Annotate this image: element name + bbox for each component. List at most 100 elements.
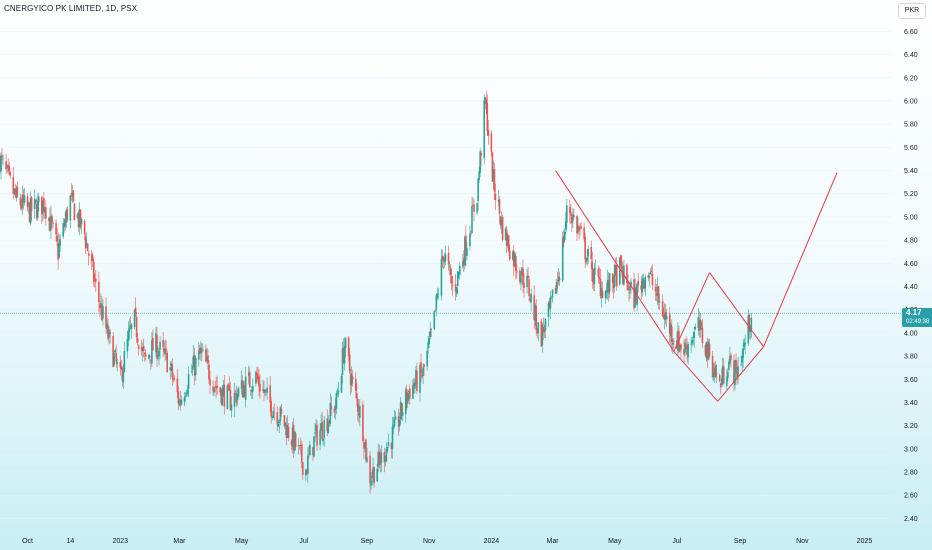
candle-body <box>45 207 47 219</box>
candle-body <box>256 372 258 378</box>
candle-body <box>280 408 283 414</box>
candle-body <box>587 249 590 257</box>
candle-body <box>135 316 138 338</box>
candle-body <box>613 265 616 287</box>
candle-body <box>605 290 608 293</box>
candle-body <box>478 171 480 180</box>
candle-body <box>292 424 295 451</box>
candle-body <box>630 281 632 286</box>
candle-body <box>397 416 400 427</box>
candle-body <box>523 282 525 289</box>
candle-body <box>442 256 445 261</box>
candle-body <box>636 283 638 306</box>
candle-body <box>109 332 111 334</box>
candle-body <box>76 214 79 218</box>
candle-body <box>590 246 593 260</box>
candle-body <box>221 387 224 405</box>
pattern-trendline[interactable] <box>763 172 838 347</box>
candle-body <box>704 345 707 356</box>
candle-body <box>363 442 365 449</box>
candle-body <box>43 197 45 212</box>
candle-body <box>233 392 236 407</box>
candle-body <box>216 385 218 389</box>
candle-body <box>371 476 373 479</box>
pattern-trendline[interactable] <box>673 272 710 352</box>
candle-body <box>701 327 704 344</box>
pattern-trendline[interactable] <box>709 272 764 348</box>
candle-body <box>477 178 479 202</box>
time-axis[interactable]: Oct 14 2023 Mar May Jul Sep Nov 2024 Mar May Jul Sep… <box>22 538 872 545</box>
candle-body <box>366 457 368 462</box>
candle-body <box>272 411 275 419</box>
candle-body <box>329 402 332 424</box>
candle-body <box>63 224 66 227</box>
candle-body <box>519 270 521 282</box>
candle-body <box>573 215 575 217</box>
pattern-trendline[interactable] <box>555 170 675 352</box>
candle-body <box>543 330 546 333</box>
candle-body <box>2 158 4 160</box>
candle-body <box>434 310 437 312</box>
candle-body <box>105 306 107 328</box>
candle-body <box>44 208 46 214</box>
candle-body <box>248 371 251 388</box>
candle-body <box>78 209 81 228</box>
y-tick-label: 6.60 <box>904 29 918 36</box>
y-tick-label: 6.20 <box>904 75 918 82</box>
candle-body <box>508 250 511 260</box>
candle-body <box>277 423 280 427</box>
candle-body <box>370 480 372 486</box>
candle-body <box>484 97 487 100</box>
candle-body <box>347 337 350 357</box>
candle-body <box>180 399 183 405</box>
candle-body <box>711 355 714 378</box>
y-tick-label: 6.40 <box>904 52 918 59</box>
candle-body <box>177 391 180 404</box>
candle-body <box>333 408 336 413</box>
candle-body <box>362 404 364 441</box>
candle-body <box>197 350 200 360</box>
candle-body <box>102 306 104 319</box>
candle-body <box>234 391 237 393</box>
candle-body <box>672 342 674 345</box>
x-tick-label: 2025 <box>857 538 873 545</box>
candle-body <box>242 386 245 396</box>
candle-body <box>393 418 396 426</box>
candle-body <box>405 389 408 403</box>
candle-body <box>306 469 308 475</box>
currency-button[interactable]: PKR <box>898 3 926 19</box>
candle-body <box>737 366 739 377</box>
candle-body <box>627 282 629 291</box>
diamond-pattern-drawing[interactable] <box>555 170 838 402</box>
candle-body <box>441 256 444 260</box>
candle-body <box>223 384 226 407</box>
candle-body <box>600 287 603 299</box>
candle-body <box>669 324 672 336</box>
candle-body <box>164 348 166 354</box>
candle-body <box>183 397 186 403</box>
candle-body <box>505 229 508 247</box>
candle-body <box>162 339 164 348</box>
y-tick-label: 5.40 <box>904 168 918 175</box>
candle-body <box>494 193 497 201</box>
candle-body <box>258 376 260 387</box>
price-axis[interactable]: 6.60 6.40 6.20 6.00 5.80 5.60 5.40 5.20 5.00 4.80… <box>904 29 918 523</box>
candle-body <box>252 385 254 392</box>
y-tick-label: 5.60 <box>904 145 918 152</box>
candle-body <box>685 344 687 349</box>
candle-body <box>614 266 617 267</box>
pattern-trendline[interactable] <box>673 351 719 402</box>
candle-body <box>720 378 723 385</box>
candle-body <box>444 254 447 262</box>
candle-body <box>249 389 252 391</box>
candle-body <box>377 451 380 467</box>
pattern-trendline[interactable] <box>717 346 764 402</box>
candle-body <box>49 216 51 232</box>
y-tick-label: 3.20 <box>904 423 918 430</box>
candle-body <box>615 264 618 287</box>
candle-body <box>64 219 67 227</box>
candle-body <box>621 261 623 270</box>
candle-body <box>27 202 30 205</box>
candle-body <box>419 364 421 393</box>
